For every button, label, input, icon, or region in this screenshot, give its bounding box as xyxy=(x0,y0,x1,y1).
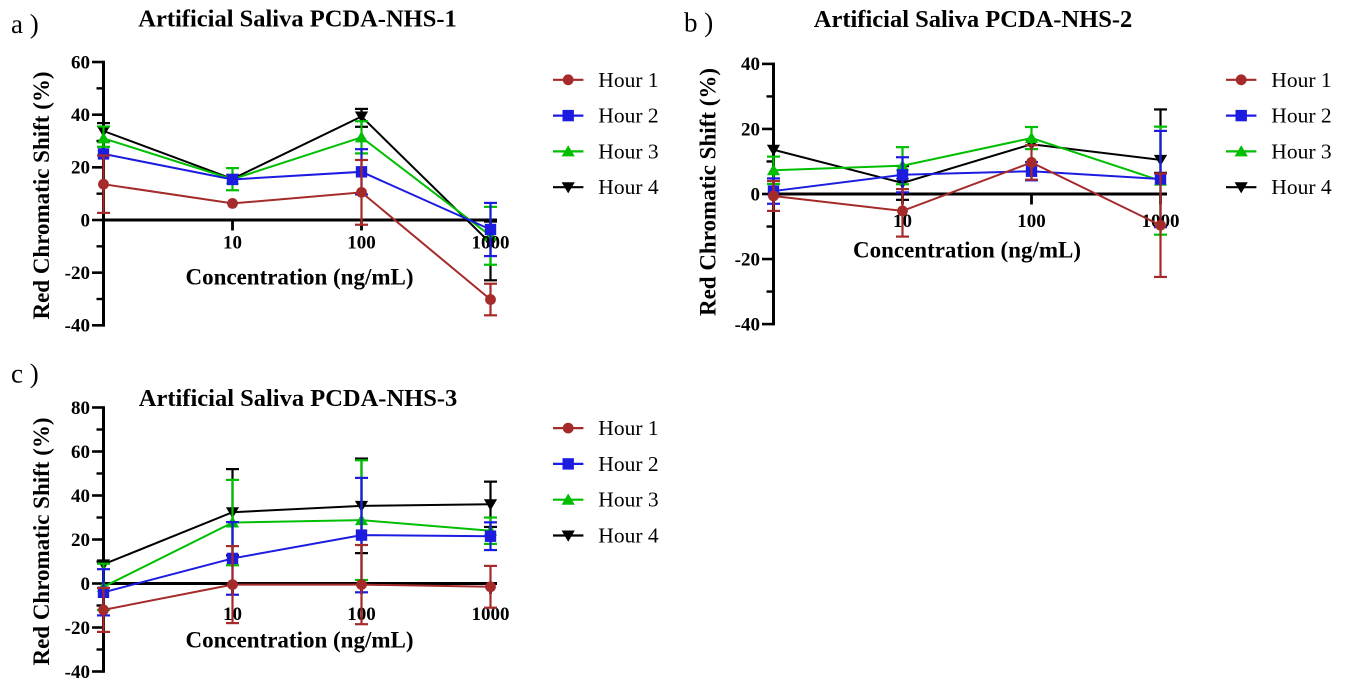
svg-text:-20: -20 xyxy=(735,249,760,270)
svg-text:Concentration (ng/mL): Concentration (ng/mL) xyxy=(185,265,413,290)
svg-text:100: 100 xyxy=(1017,211,1046,232)
svg-text:Hour 2: Hour 2 xyxy=(598,452,658,476)
svg-text:Concentration (ng/mL): Concentration (ng/mL) xyxy=(853,238,1081,263)
svg-text:Red Chromatic Shift (%): Red Chromatic Shift (%) xyxy=(696,68,721,316)
svg-text:Hour 2: Hour 2 xyxy=(598,104,658,128)
svg-text:Hour 3: Hour 3 xyxy=(598,488,658,512)
svg-text:0: 0 xyxy=(81,210,91,231)
svg-text:Artificial Saliva PCDA-NHS-2: Artificial Saliva PCDA-NHS-2 xyxy=(814,6,1132,33)
svg-text:60: 60 xyxy=(71,442,90,463)
svg-text:20: 20 xyxy=(741,119,760,140)
svg-text:Artificial Saliva PCDA-NHS-3: Artificial Saliva PCDA-NHS-3 xyxy=(139,385,457,412)
svg-text:40: 40 xyxy=(741,54,760,75)
svg-text:40: 40 xyxy=(71,486,90,507)
svg-text:100: 100 xyxy=(347,233,376,254)
svg-text:Hour 3: Hour 3 xyxy=(1271,139,1331,163)
svg-text:Red Chromatic Shift (%): Red Chromatic Shift (%) xyxy=(29,71,54,319)
svg-text:-40: -40 xyxy=(735,314,760,335)
svg-text:-20: -20 xyxy=(65,263,90,284)
svg-text:Hour 4: Hour 4 xyxy=(598,524,659,548)
svg-text:20: 20 xyxy=(71,158,90,179)
svg-text:Hour 3: Hour 3 xyxy=(598,139,658,163)
svg-text:Hour 4: Hour 4 xyxy=(598,175,659,199)
svg-text:60: 60 xyxy=(71,52,90,73)
svg-text:Hour 1: Hour 1 xyxy=(598,416,658,440)
svg-text:20: 20 xyxy=(71,530,90,551)
svg-text:1000: 1000 xyxy=(472,604,510,625)
svg-text:b ): b ) xyxy=(684,8,713,38)
svg-text:Red Chromatic Shift (%): Red Chromatic Shift (%) xyxy=(29,417,54,665)
svg-text:Hour 1: Hour 1 xyxy=(598,68,658,92)
svg-text:Hour 1: Hour 1 xyxy=(1271,68,1331,92)
svg-text:Concentration (ng/mL): Concentration (ng/mL) xyxy=(185,628,413,653)
svg-text:-40: -40 xyxy=(65,662,90,683)
svg-text:40: 40 xyxy=(71,105,90,126)
svg-text:0: 0 xyxy=(751,184,761,205)
svg-text:-20: -20 xyxy=(65,618,90,639)
svg-text:c ): c ) xyxy=(11,359,39,389)
svg-text:Hour 2: Hour 2 xyxy=(1271,104,1331,128)
svg-text:a ): a ) xyxy=(11,9,39,39)
svg-text:Hour 4: Hour 4 xyxy=(1271,175,1332,199)
svg-text:0: 0 xyxy=(81,574,91,595)
svg-text:80: 80 xyxy=(71,398,90,419)
svg-text:-40: -40 xyxy=(65,316,90,337)
svg-text:Artificial Saliva PCDA-NHS-1: Artificial Saliva PCDA-NHS-1 xyxy=(138,6,456,33)
svg-text:10: 10 xyxy=(223,233,242,254)
